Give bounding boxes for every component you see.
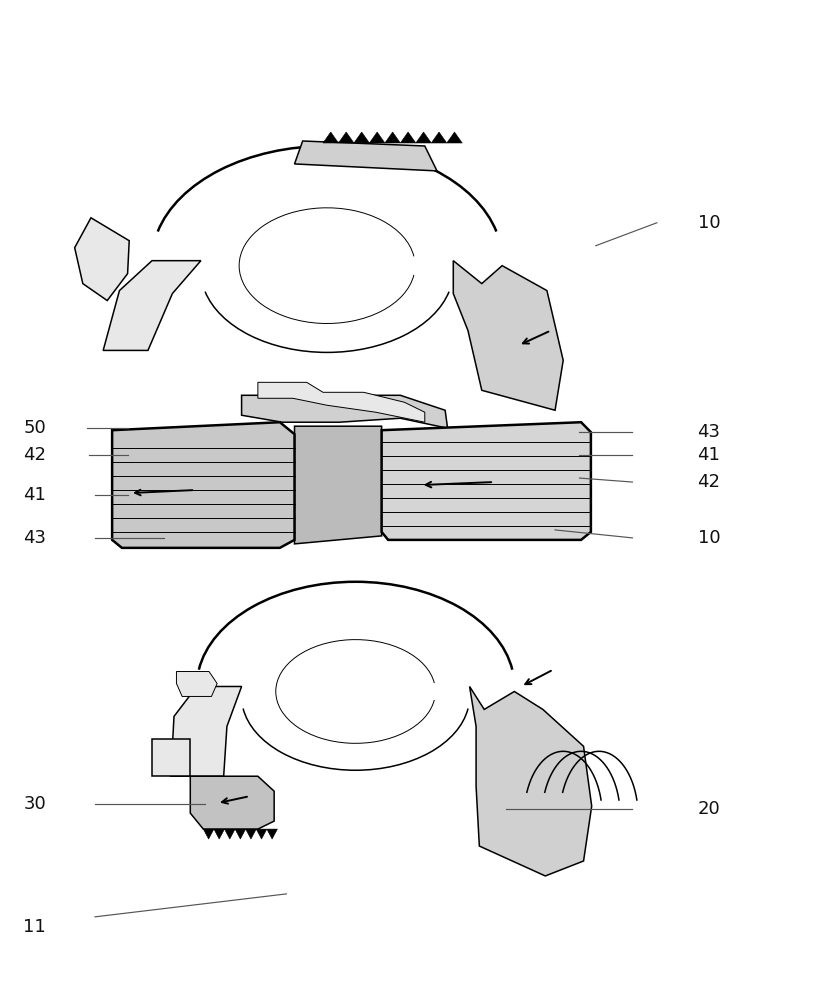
Polygon shape bbox=[171, 686, 242, 776]
Text: 41: 41 bbox=[698, 446, 721, 464]
Polygon shape bbox=[258, 382, 425, 422]
Polygon shape bbox=[400, 132, 416, 143]
Text: 43: 43 bbox=[23, 529, 47, 547]
Polygon shape bbox=[74, 218, 129, 301]
Polygon shape bbox=[338, 132, 354, 143]
Polygon shape bbox=[431, 132, 447, 143]
Text: 10: 10 bbox=[698, 529, 720, 547]
Polygon shape bbox=[246, 829, 257, 839]
Polygon shape bbox=[203, 829, 214, 839]
Polygon shape bbox=[447, 132, 462, 143]
Text: 30: 30 bbox=[24, 795, 47, 813]
Polygon shape bbox=[112, 422, 294, 548]
Polygon shape bbox=[267, 829, 278, 839]
Polygon shape bbox=[470, 686, 592, 876]
Polygon shape bbox=[176, 672, 217, 696]
Text: 20: 20 bbox=[698, 800, 721, 818]
Polygon shape bbox=[294, 426, 382, 544]
Polygon shape bbox=[416, 132, 431, 143]
Polygon shape bbox=[190, 776, 275, 829]
Polygon shape bbox=[214, 829, 225, 839]
Text: 42: 42 bbox=[698, 473, 721, 491]
Polygon shape bbox=[369, 132, 385, 143]
Text: 42: 42 bbox=[23, 446, 47, 464]
Text: 50: 50 bbox=[24, 419, 47, 437]
Polygon shape bbox=[453, 261, 563, 410]
Text: 11: 11 bbox=[24, 918, 47, 936]
Polygon shape bbox=[323, 132, 338, 143]
Polygon shape bbox=[382, 422, 591, 540]
Polygon shape bbox=[103, 261, 201, 350]
Polygon shape bbox=[257, 829, 267, 839]
Polygon shape bbox=[354, 132, 369, 143]
Polygon shape bbox=[235, 829, 246, 839]
Text: 10: 10 bbox=[698, 214, 720, 232]
Polygon shape bbox=[294, 141, 437, 171]
Polygon shape bbox=[242, 395, 448, 428]
Polygon shape bbox=[152, 739, 190, 776]
Text: 43: 43 bbox=[698, 423, 721, 441]
Text: 41: 41 bbox=[24, 486, 47, 504]
Polygon shape bbox=[385, 132, 400, 143]
Polygon shape bbox=[225, 829, 235, 839]
